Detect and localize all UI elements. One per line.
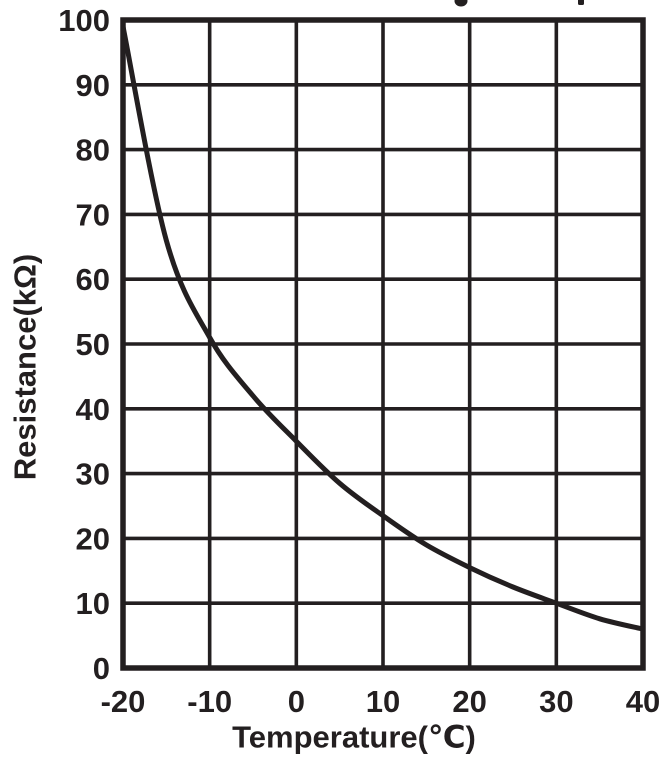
y-tick-label: 10 [76,586,110,621]
x-axis-title: Temperature(℃) [232,719,476,755]
y-tick-label: 90 [76,68,110,103]
y-tick-label: 50 [76,327,110,362]
y-tick-label: 40 [76,392,110,427]
resistance-curve [123,24,643,632]
x-tick-label: -10 [187,684,232,719]
y-tick-label: 70 [76,197,110,232]
y-tick-label: 0 [93,651,110,686]
clipped-title-fragments [454,0,584,7]
y-tick-label: 30 [76,457,110,492]
y-tick-label: 100 [58,3,110,38]
plot-border [120,17,646,671]
x-tick-label: 30 [539,684,573,719]
y-tick-label: 20 [76,521,110,556]
x-tick-label: -20 [101,684,146,719]
y-axis-title: Resistance(kΩ) [7,253,43,481]
x-tick-label: 0 [288,684,305,719]
y-tick-label: 80 [76,133,110,168]
y-tick-label: 60 [76,262,110,297]
x-tick-label: 40 [626,684,660,719]
clipped-title-g-descender-fragment [454,0,468,7]
x-tick-label: 20 [452,684,486,719]
x-tick-label: 10 [366,684,400,719]
clipped-title-p-descender-fragment [578,0,584,5]
